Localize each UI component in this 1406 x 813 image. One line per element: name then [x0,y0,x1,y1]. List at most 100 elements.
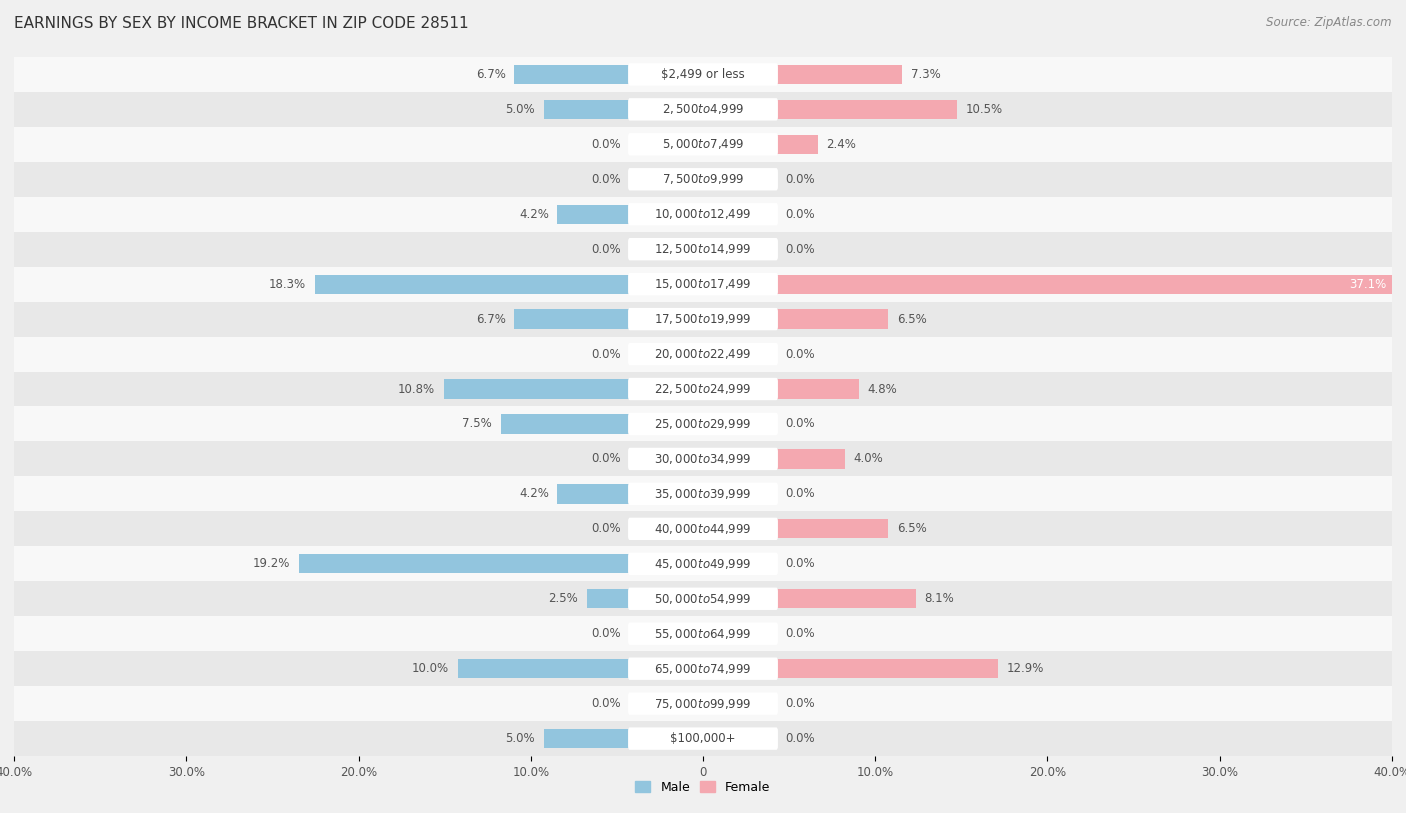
Bar [544,100,630,119]
Bar [586,589,630,608]
Text: 0.0%: 0.0% [785,733,814,745]
Text: $10,000 to $12,499: $10,000 to $12,499 [654,207,752,221]
Text: $100,000+: $100,000+ [671,733,735,745]
Bar [776,589,915,608]
Bar [501,415,630,433]
Bar [557,485,630,503]
Bar [515,310,630,328]
Bar [14,162,1392,197]
Text: 7.5%: 7.5% [463,418,492,430]
Bar [14,721,1392,756]
Text: 5.0%: 5.0% [505,103,536,115]
Text: 18.3%: 18.3% [269,278,307,290]
FancyBboxPatch shape [628,168,778,190]
Text: 7.3%: 7.3% [911,68,941,80]
FancyBboxPatch shape [628,133,778,155]
Text: $22,500 to $24,999: $22,500 to $24,999 [654,382,752,396]
Text: Source: ZipAtlas.com: Source: ZipAtlas.com [1267,16,1392,29]
Text: 0.0%: 0.0% [785,208,814,220]
Text: 8.1%: 8.1% [924,593,955,605]
FancyBboxPatch shape [628,658,778,680]
Text: 0.0%: 0.0% [592,628,621,640]
Text: 0.0%: 0.0% [785,173,814,185]
Text: 19.2%: 19.2% [253,558,291,570]
Text: $55,000 to $64,999: $55,000 to $64,999 [654,627,752,641]
Text: 2.5%: 2.5% [548,593,578,605]
Bar [776,450,845,468]
Text: 6.5%: 6.5% [897,313,927,325]
Text: 0.0%: 0.0% [785,488,814,500]
Text: 0.0%: 0.0% [592,453,621,465]
FancyBboxPatch shape [628,623,778,645]
Text: 0.0%: 0.0% [785,418,814,430]
Bar [14,441,1392,476]
Text: $45,000 to $49,999: $45,000 to $49,999 [654,557,752,571]
FancyBboxPatch shape [628,308,778,330]
Text: 4.2%: 4.2% [519,208,548,220]
FancyBboxPatch shape [628,273,778,295]
Text: $7,500 to $9,999: $7,500 to $9,999 [662,172,744,186]
Bar [776,65,901,84]
FancyBboxPatch shape [628,203,778,225]
Text: 0.0%: 0.0% [592,698,621,710]
Text: 0.0%: 0.0% [592,173,621,185]
Text: 10.0%: 10.0% [412,663,449,675]
Text: $2,499 or less: $2,499 or less [661,68,745,80]
Text: 0.0%: 0.0% [592,243,621,255]
Text: $12,500 to $14,999: $12,500 to $14,999 [654,242,752,256]
Text: 10.5%: 10.5% [966,103,1002,115]
Text: 0.0%: 0.0% [592,348,621,360]
Text: $50,000 to $54,999: $50,000 to $54,999 [654,592,752,606]
Text: 0.0%: 0.0% [785,243,814,255]
Bar [544,729,630,748]
Text: 0.0%: 0.0% [785,698,814,710]
FancyBboxPatch shape [628,238,778,260]
FancyBboxPatch shape [628,448,778,470]
Text: $75,000 to $99,999: $75,000 to $99,999 [654,697,752,711]
FancyBboxPatch shape [628,378,778,400]
FancyBboxPatch shape [628,553,778,575]
Text: $17,500 to $19,999: $17,500 to $19,999 [654,312,752,326]
Text: 6.7%: 6.7% [475,313,506,325]
Text: $20,000 to $22,499: $20,000 to $22,499 [654,347,752,361]
Text: $15,000 to $17,499: $15,000 to $17,499 [654,277,752,291]
Text: $2,500 to $4,999: $2,500 to $4,999 [662,102,744,116]
Bar [776,659,998,678]
Bar [457,659,630,678]
Bar [14,92,1392,127]
Legend: Male, Female: Male, Female [630,776,776,799]
Bar [776,310,889,328]
Bar [315,275,630,293]
Bar [776,380,859,398]
Text: 4.2%: 4.2% [519,488,548,500]
Bar [14,651,1392,686]
Bar [14,476,1392,511]
Bar [515,65,630,84]
FancyBboxPatch shape [628,98,778,120]
FancyBboxPatch shape [628,343,778,365]
Text: $35,000 to $39,999: $35,000 to $39,999 [654,487,752,501]
FancyBboxPatch shape [628,63,778,85]
Text: 0.0%: 0.0% [785,348,814,360]
Text: 12.9%: 12.9% [1007,663,1045,675]
Bar [776,520,889,538]
Text: 6.5%: 6.5% [897,523,927,535]
Text: 4.0%: 4.0% [853,453,883,465]
Text: 0.0%: 0.0% [785,558,814,570]
Text: 5.0%: 5.0% [505,733,536,745]
Text: 2.4%: 2.4% [827,138,856,150]
Text: EARNINGS BY SEX BY INCOME BRACKET IN ZIP CODE 28511: EARNINGS BY SEX BY INCOME BRACKET IN ZIP… [14,16,468,31]
Text: $25,000 to $29,999: $25,000 to $29,999 [654,417,752,431]
Text: 0.0%: 0.0% [592,523,621,535]
Text: 37.1%: 37.1% [1350,278,1386,290]
Text: 4.8%: 4.8% [868,383,897,395]
Bar [14,197,1392,232]
FancyBboxPatch shape [628,518,778,540]
Bar [444,380,630,398]
Bar [776,275,1406,293]
Bar [14,57,1392,92]
FancyBboxPatch shape [628,588,778,610]
Bar [14,127,1392,162]
Text: 0.0%: 0.0% [785,628,814,640]
Bar [299,554,630,573]
